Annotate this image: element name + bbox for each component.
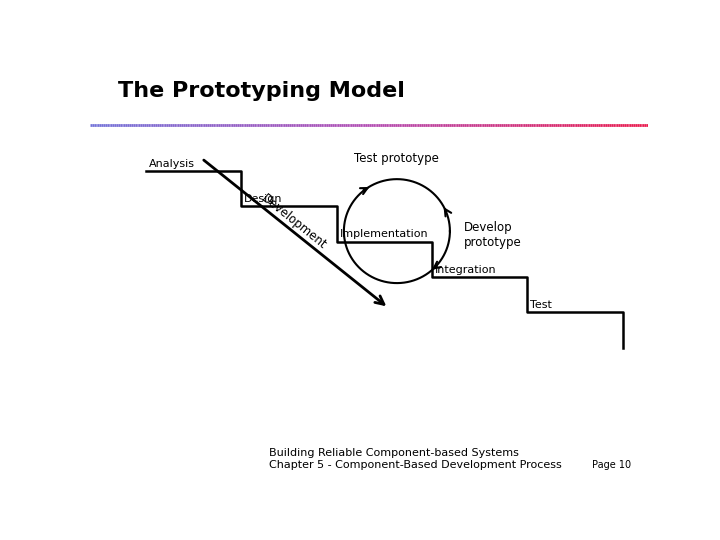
Text: Page 10: Page 10: [592, 460, 631, 470]
Text: Integration: Integration: [435, 265, 497, 275]
Text: Chapter 5 - Component-Based Development Process: Chapter 5 - Component-Based Development …: [269, 460, 562, 470]
Text: Develop
prototype: Develop prototype: [464, 221, 521, 249]
Text: Implementation: Implementation: [339, 230, 428, 239]
Text: Analysis: Analysis: [148, 159, 194, 168]
Text: Design: Design: [244, 194, 282, 204]
Text: Building Reliable Component-based Systems: Building Reliable Component-based System…: [269, 448, 518, 458]
Text: The Prototyping Model: The Prototyping Model: [118, 82, 405, 102]
Text: Test prototype: Test prototype: [354, 152, 439, 165]
Text: Development: Development: [258, 192, 328, 252]
Text: Test: Test: [530, 300, 552, 310]
